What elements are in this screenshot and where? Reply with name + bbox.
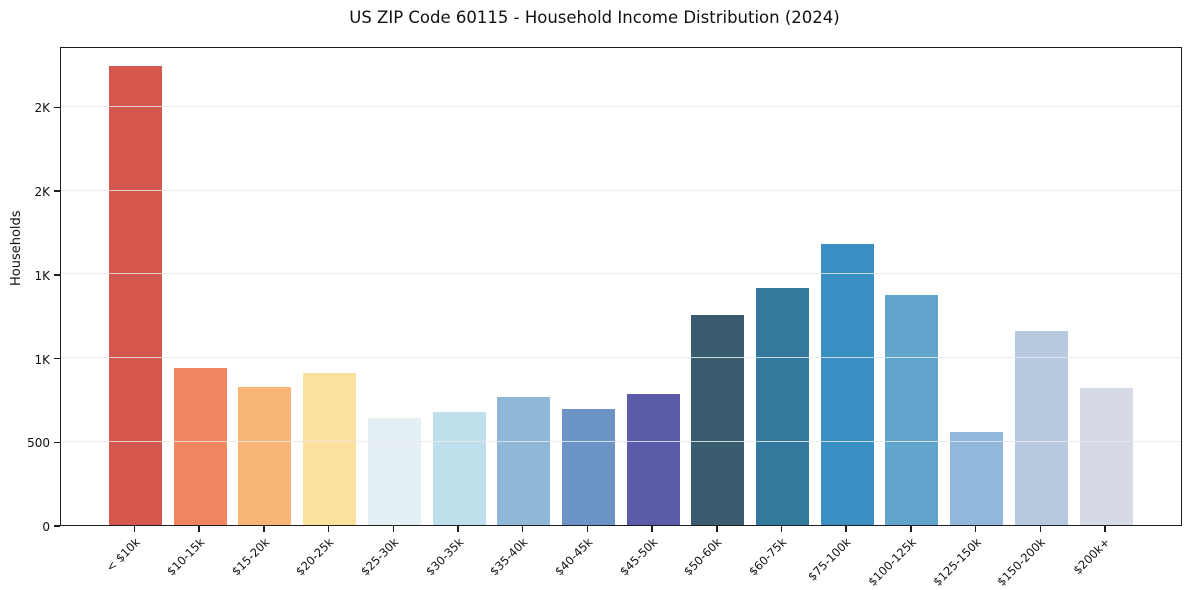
y-tick-label: 1K	[34, 268, 50, 283]
bar-$125-150k	[950, 432, 1004, 525]
x-tick-label: $30-35k	[422, 535, 466, 579]
x-tick-label: $20-25k	[293, 535, 337, 579]
x-tick-label: $25-30k	[357, 535, 402, 579]
y-tick-mark	[54, 106, 60, 109]
bar-$150-200k	[1014, 330, 1068, 525]
chart-title: US ZIP Code 60115 - Household Income Dis…	[349, 8, 840, 27]
x-tick-label: < $10k	[102, 535, 143, 575]
bar-$200k+	[1079, 387, 1133, 525]
x-tick-label: $150-200k	[994, 535, 1049, 589]
x-tick-label: $50-60k	[681, 535, 725, 579]
bar-$20-25k	[303, 373, 357, 525]
bar-$35-40k	[497, 396, 551, 525]
y-axis-ticks: 0 500 1K 1K 2K 2K	[0, 47, 60, 534]
x-tick-mark	[1039, 526, 1042, 532]
x-tick-label: $40-45k	[551, 535, 596, 579]
x-tick-mark	[780, 526, 783, 532]
y-tick-mark	[54, 441, 60, 444]
x-tick-label: $35-40k	[487, 535, 531, 579]
x-tick-label: $100-125k	[865, 535, 919, 589]
bar-$10-15k	[173, 367, 227, 525]
x-axis-ticks: < $10k $10-15k $15-20k $20-25k $25-30k $30-35…	[60, 526, 1182, 590]
x-tick-mark	[457, 526, 459, 532]
bar-$25-30k	[367, 417, 421, 525]
x-tick-label: $45-50k	[616, 535, 661, 579]
bar-$40-45k	[561, 409, 615, 525]
bar-$15-20k	[238, 386, 292, 525]
x-tick-mark	[1104, 526, 1106, 532]
x-tick-mark	[910, 526, 912, 532]
y-tick-mark	[54, 190, 60, 192]
y-tick-mark	[54, 525, 60, 527]
y-tick-mark	[54, 357, 60, 360]
bar-$60-75k	[756, 288, 809, 525]
y-tick-mark	[54, 274, 60, 276]
x-tick-label: $60-75k	[745, 535, 790, 579]
x-tick-mark	[974, 526, 977, 532]
x-tick-label: $125-150k	[929, 535, 984, 589]
x-tick-mark	[586, 526, 589, 532]
x-tick-label: $75-100k	[805, 535, 855, 584]
x-tick-mark	[327, 526, 330, 532]
x-tick-mark	[651, 526, 653, 532]
y-tick-label: 500	[27, 436, 50, 451]
x-tick-mark	[392, 526, 395, 532]
bar-$75-100k	[820, 243, 874, 525]
x-tick-mark	[263, 526, 265, 532]
plot-area	[60, 47, 1182, 526]
x-tick-mark	[521, 526, 524, 532]
y-tick-label: 1K	[34, 352, 50, 367]
x-tick-label: $200k+	[1070, 535, 1113, 578]
x-tick-mark	[845, 526, 847, 532]
x-tick-mark	[198, 526, 200, 532]
bar-$50-60k	[691, 314, 745, 525]
bar-$30-35k	[432, 411, 486, 525]
bar-$45-50k	[626, 393, 680, 525]
y-tick-label: 0	[42, 520, 50, 534]
x-tick-mark	[716, 526, 718, 532]
y-tick-label: 2K	[34, 185, 50, 200]
y-tick-label: 2K	[34, 101, 50, 116]
bars-layer	[61, 48, 1181, 525]
x-tick-label: $15-20k	[228, 535, 272, 579]
bar-$100-125k	[885, 294, 939, 525]
bar-< $10k	[109, 66, 162, 525]
x-tick-mark	[133, 526, 136, 532]
x-tick-label: $10-15k	[163, 535, 208, 579]
